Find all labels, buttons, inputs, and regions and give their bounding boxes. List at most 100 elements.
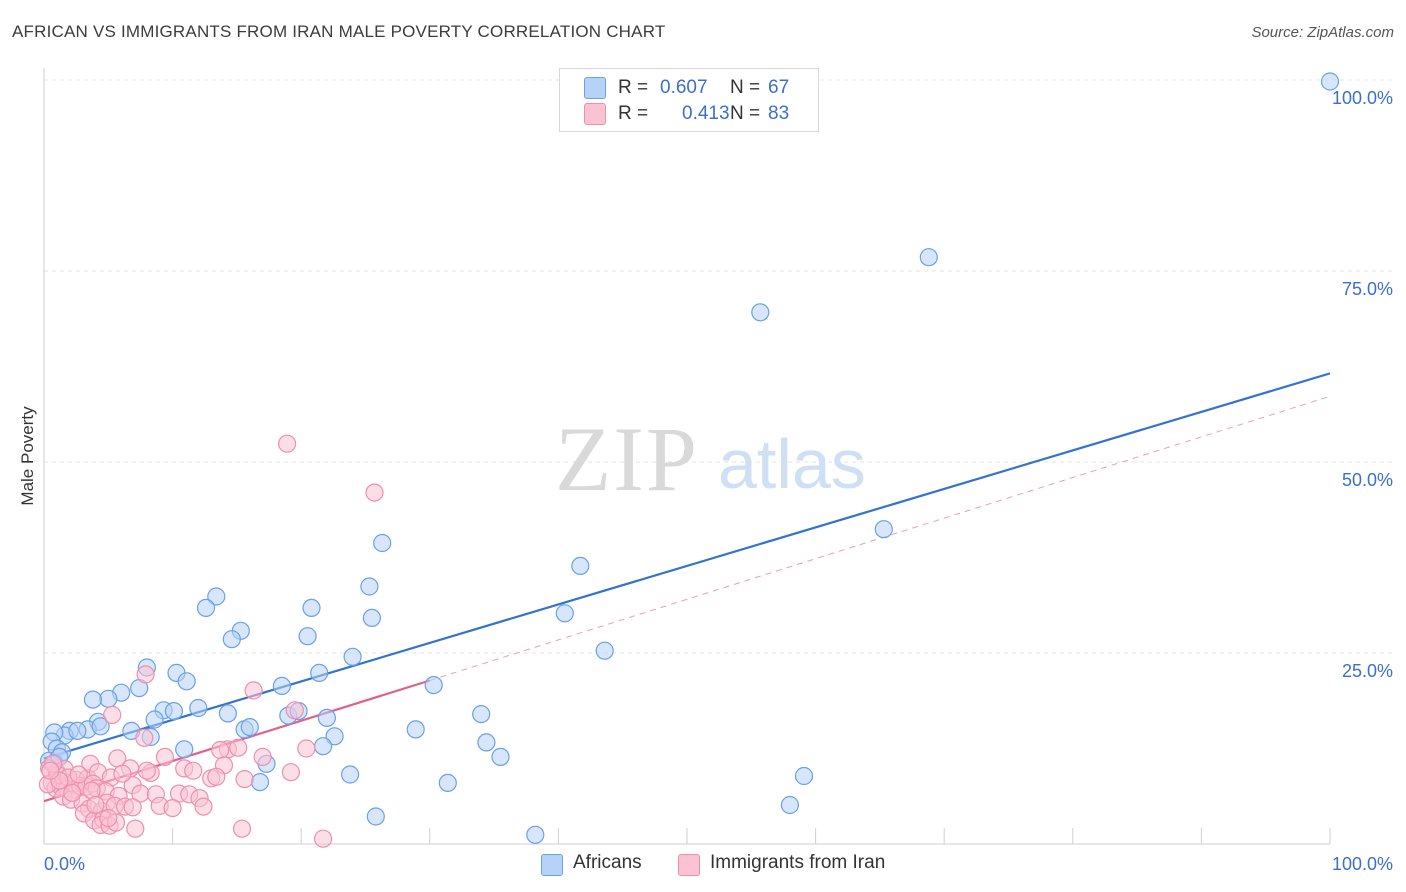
point-africans	[360, 577, 379, 596]
point-iran	[163, 798, 182, 818]
point-iran	[103, 705, 122, 725]
grid	[44, 79, 1392, 654]
point-africans	[526, 825, 545, 844]
point-africans	[595, 641, 614, 660]
point-iran	[123, 798, 142, 817]
point-iran	[365, 483, 384, 502]
point-africans	[366, 807, 385, 826]
point-iran	[281, 763, 300, 782]
point-africans	[751, 303, 770, 322]
y-tick-label: 25.0%	[1342, 661, 1393, 681]
point-africans	[317, 708, 336, 728]
tick-labels: 25.0% 50.0% 75.0% 100.0% 0.0% 100.0%	[44, 88, 1393, 874]
point-iran	[253, 747, 272, 767]
point-africans	[310, 663, 329, 683]
point-africans	[919, 248, 938, 267]
legend-n-value: 67	[768, 77, 790, 98]
point-africans	[272, 676, 291, 696]
trend-line-iran-dashed	[429, 395, 1331, 681]
series-swatch-iran	[678, 854, 700, 876]
point-africans	[83, 690, 103, 709]
legend-r-value: 0.413	[682, 103, 730, 124]
point-iran	[184, 761, 203, 780]
point-iran	[63, 783, 82, 802]
point-africans	[780, 795, 800, 815]
point-iran	[207, 767, 226, 786]
point-africans	[555, 604, 574, 623]
point-iran	[314, 829, 333, 848]
point-iran	[155, 747, 174, 767]
legend-r-value: 0.607	[660, 77, 708, 98]
point-iran	[285, 701, 304, 720]
point-africans	[196, 598, 216, 618]
legend-n-label: N =	[730, 103, 761, 124]
point-africans	[298, 627, 317, 646]
point-africans	[99, 689, 118, 708]
series-label-iran: Immigrants from Iran	[710, 852, 886, 873]
point-iran	[194, 797, 213, 816]
point-iran	[113, 764, 132, 783]
point-africans	[341, 765, 360, 784]
point-africans	[477, 733, 496, 752]
point-africans	[325, 727, 344, 746]
legend-swatch-africans	[584, 77, 606, 99]
point-africans	[218, 704, 237, 723]
point-africans	[472, 704, 491, 724]
point-africans	[874, 520, 893, 539]
point-africans	[207, 587, 226, 606]
point-africans	[362, 608, 381, 628]
legend-n-value: 83	[768, 103, 790, 124]
point-africans	[314, 737, 333, 756]
watermark-atlas: atlas	[718, 425, 866, 503]
y-tick-label: 75.0%	[1342, 279, 1393, 299]
point-africans	[222, 630, 241, 649]
point-africans	[145, 710, 164, 729]
series-label-africans: Africans	[573, 852, 642, 873]
points	[38, 72, 1340, 848]
point-africans	[164, 701, 183, 721]
point-africans	[343, 647, 362, 666]
point-iran	[41, 761, 60, 780]
point-africans	[424, 675, 443, 695]
y-tick-label: 50.0%	[1342, 470, 1393, 490]
point-africans	[189, 698, 208, 718]
point-africans	[491, 747, 510, 767]
series-legend: Africans Immigrants from Iran	[0, 852, 1406, 878]
stats-legend: R = 0.607 N = 67 R = 0.413 N = 83	[559, 68, 819, 132]
point-africans	[175, 740, 194, 759]
point-africans	[240, 717, 259, 737]
legend-n-label: N =	[730, 77, 761, 98]
point-iran	[244, 681, 263, 700]
source-label: Source: ZipAtlas.com	[1251, 24, 1394, 41]
x-tick-label: 100.0%	[1332, 854, 1393, 874]
point-iran	[211, 740, 230, 760]
point-iran	[297, 739, 316, 758]
point-africans	[1320, 72, 1340, 91]
point-africans	[406, 720, 425, 739]
point-iran	[69, 765, 88, 784]
point-africans	[302, 598, 321, 618]
point-iran	[235, 769, 254, 789]
watermark-zip: ZIP	[555, 408, 699, 510]
point-africans	[177, 672, 196, 691]
chart-title: AFRICAN VS IMMIGRANTS FROM IRAN MALE POV…	[12, 22, 666, 41]
point-iran	[86, 795, 105, 815]
point-africans	[438, 773, 457, 793]
legend-r-label: R =	[618, 77, 649, 98]
legend-r-label: R =	[618, 103, 649, 124]
y-tick-label: 100.0%	[1332, 88, 1393, 108]
watermark: ZIP atlas	[555, 408, 866, 510]
point-iran	[137, 761, 156, 780]
legend-swatch-iran	[584, 103, 606, 125]
axes	[43, 68, 1331, 845]
point-iran	[135, 728, 154, 747]
point-iran	[278, 434, 297, 453]
point-iran	[136, 665, 155, 684]
point-africans	[91, 717, 110, 736]
point-iran	[229, 738, 248, 757]
point-africans	[68, 721, 87, 741]
point-africans	[373, 533, 392, 553]
x-tick-label: 0.0%	[44, 854, 85, 874]
point-iran	[99, 808, 118, 828]
